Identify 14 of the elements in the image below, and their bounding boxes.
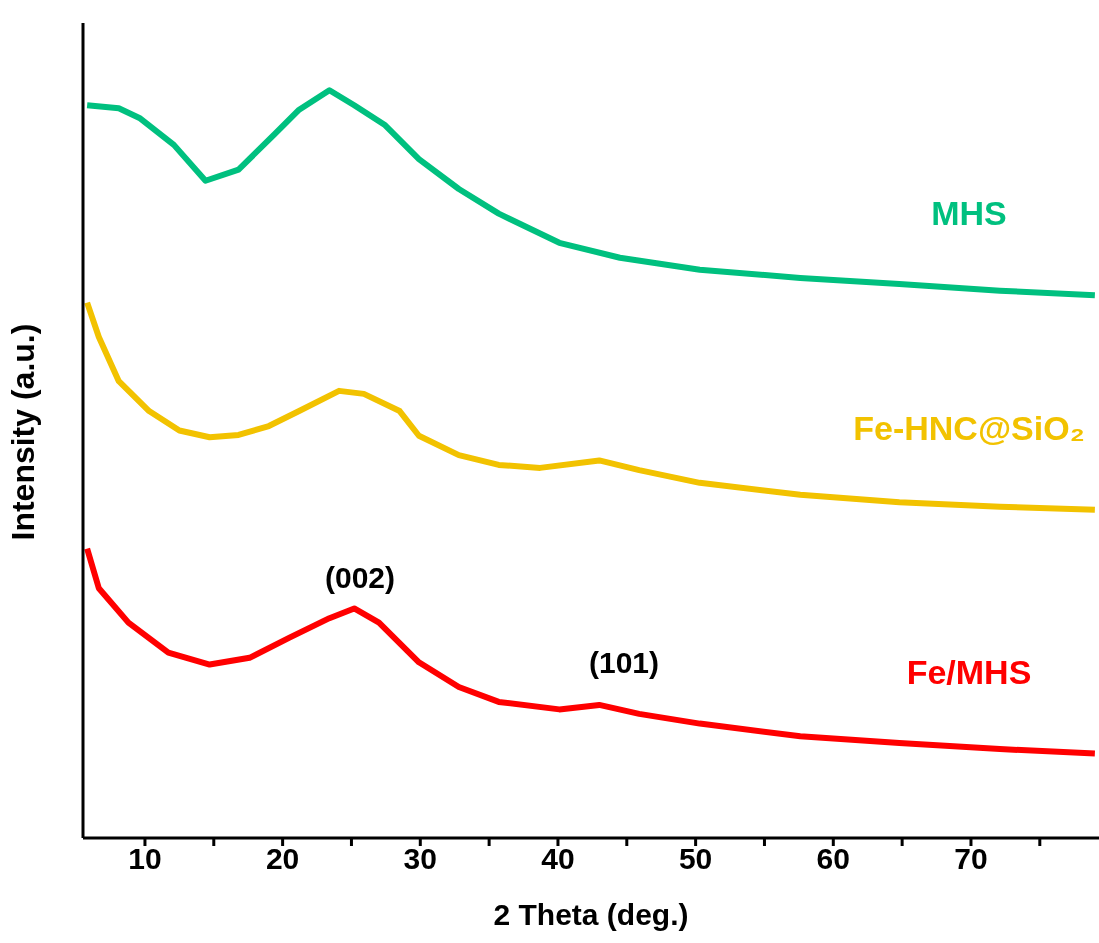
x-tick-label: 10 — [128, 842, 162, 876]
y-axis-title: Intensity (a.u.) — [5, 323, 42, 541]
series-label: MHS — [931, 194, 1007, 233]
series-label: Fe-HNC@SiO₂ — [853, 408, 1085, 447]
series-label: Fe/MHS — [906, 652, 1032, 691]
x-tick-label: 30 — [403, 842, 437, 876]
annotation: (101) — [588, 646, 660, 679]
x-tick-label: 20 — [265, 842, 300, 876]
x-tick-label: 60 — [816, 842, 850, 876]
annotation: (002) — [324, 561, 396, 594]
x-tick-label: 40 — [541, 842, 575, 876]
x-tick-label: 70 — [954, 842, 988, 876]
x-tick-label: 50 — [678, 842, 713, 876]
x-axis-title: 2 Theta (deg.) — [493, 898, 689, 931]
